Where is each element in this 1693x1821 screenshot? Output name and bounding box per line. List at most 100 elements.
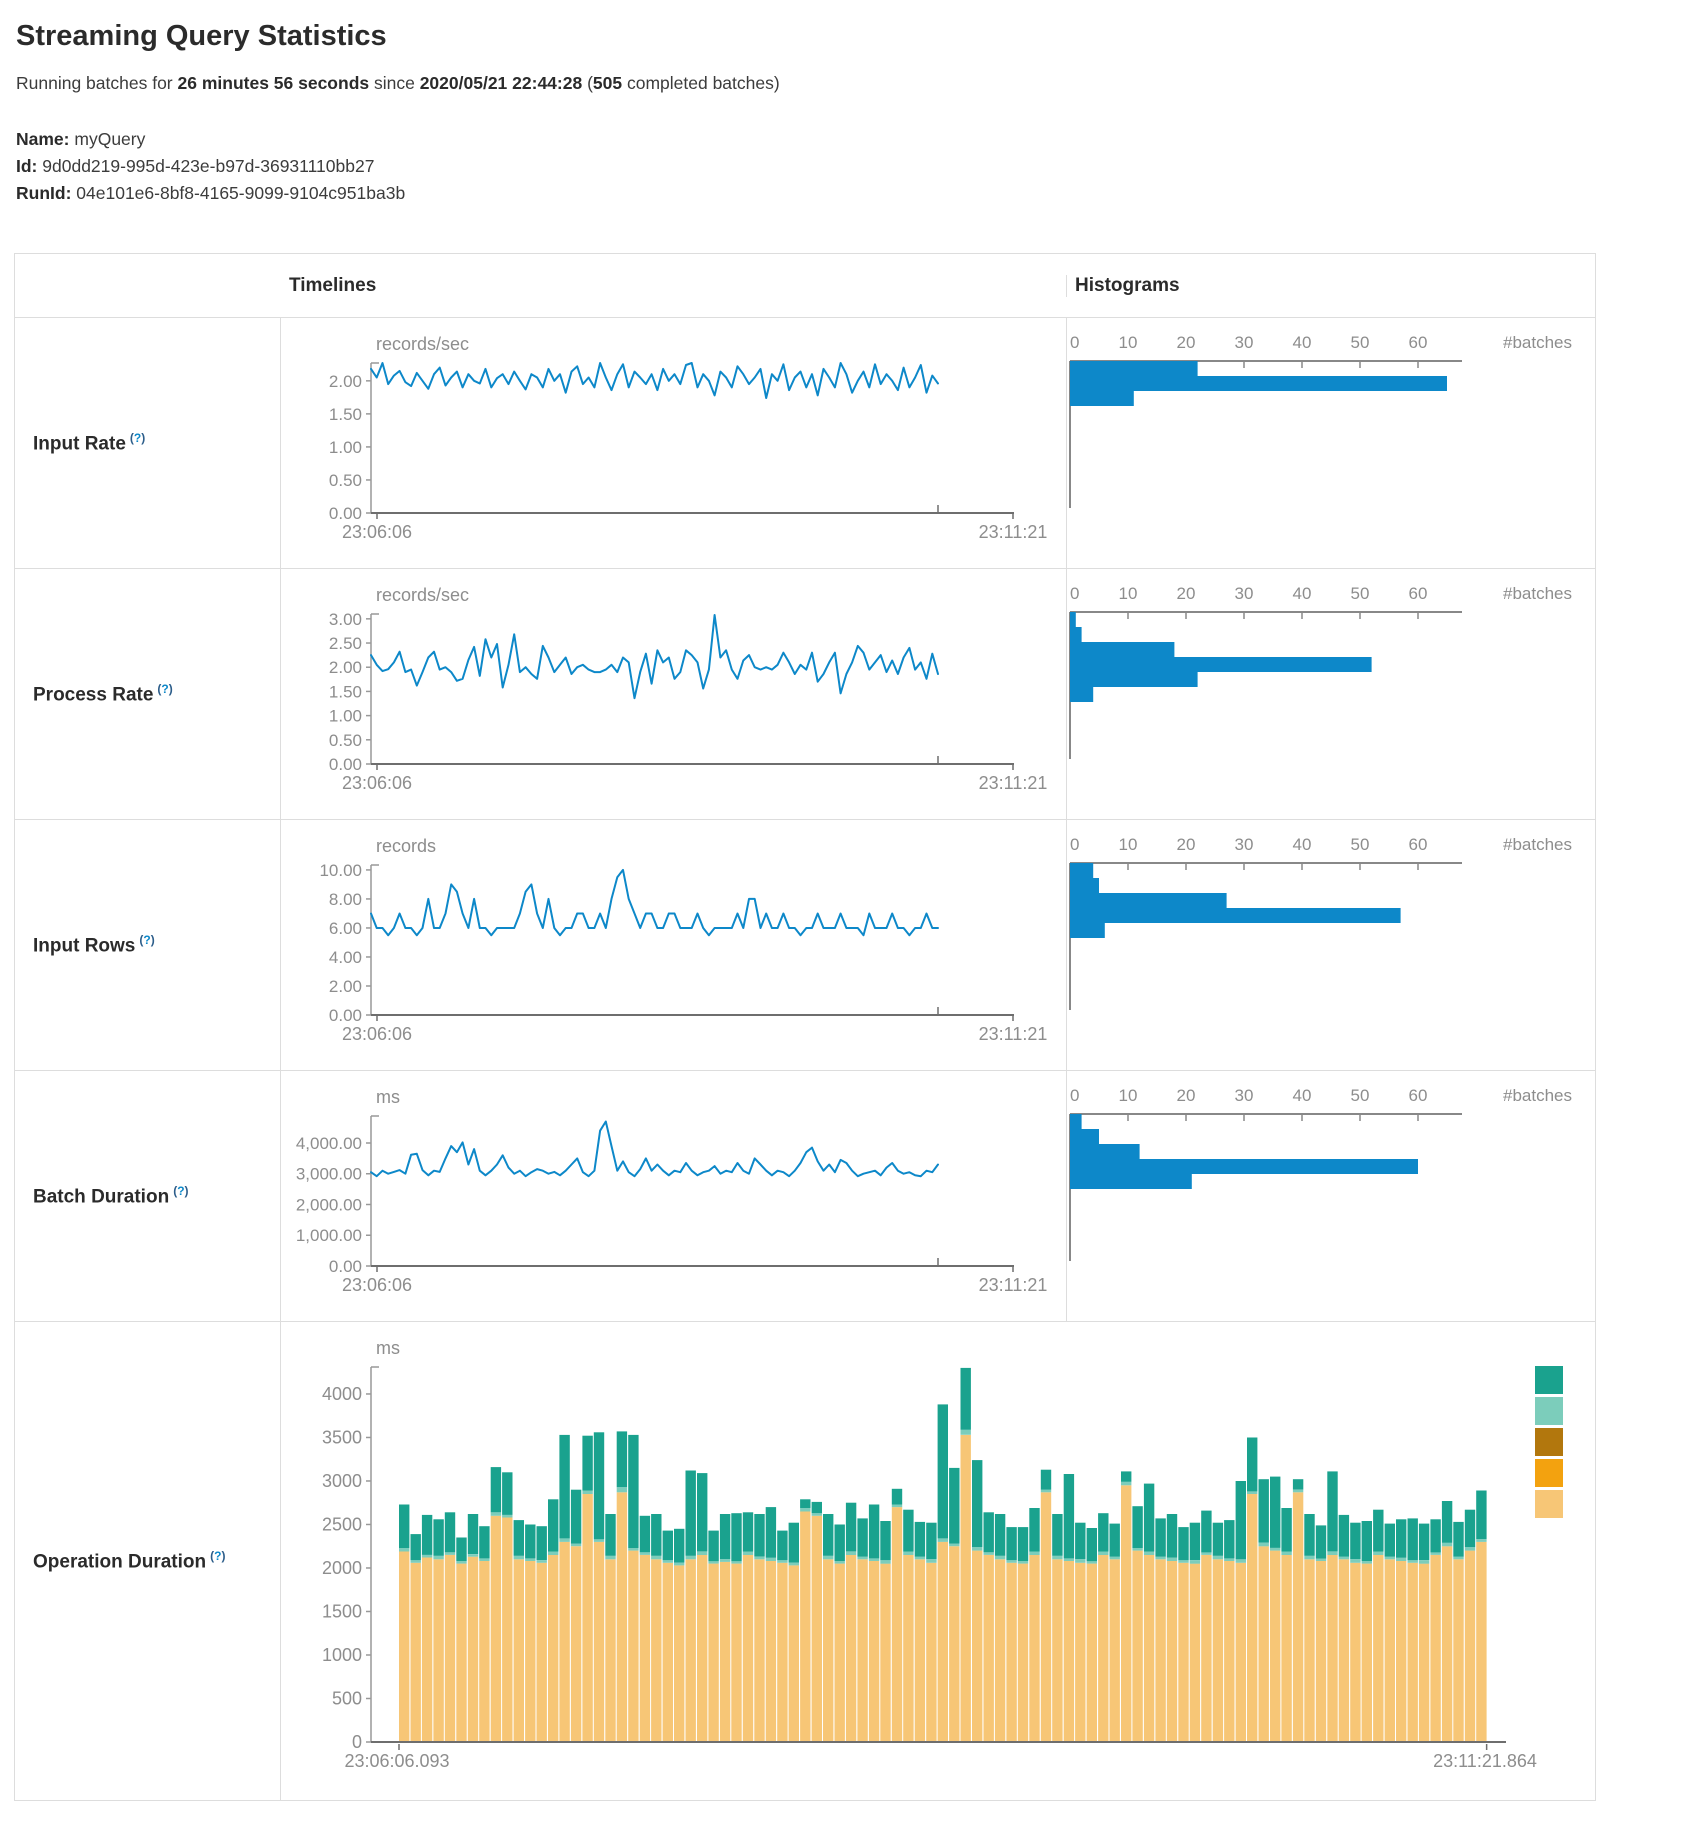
svg-text:23:11:21: 23:11:21 <box>979 522 1048 542</box>
query-runid-line: RunId: 04e101e6-8bf8-4165-9099-9104c951b… <box>16 180 1693 207</box>
svg-text:1.00: 1.00 <box>329 707 362 726</box>
input-rate-help-icon[interactable]: (?) <box>129 430 146 445</box>
svg-text:4,000.00: 4,000.00 <box>296 1134 362 1153</box>
operation-duration-chart-cell: ms 4000 3500 3000 2500 2000 1500 1000 500 0 23:06:… <box>281 1322 1594 1800</box>
svg-text:#batches: #batches <box>1503 835 1572 854</box>
id-label: Id: <box>16 156 38 176</box>
svg-text:2.00: 2.00 <box>329 372 362 391</box>
input-rate-label-cell: Input Rate (?) <box>15 318 281 568</box>
svg-text:50: 50 <box>1351 1086 1370 1105</box>
svg-text:23:06:06.093: 23:06:06.093 <box>344 1751 449 1771</box>
page-title: Streaming Query Statistics <box>16 20 387 52</box>
svg-text:23:06:06: 23:06:06 <box>342 773 412 793</box>
svg-text:2500: 2500 <box>322 1514 362 1534</box>
statistics-table: Timelines Histograms Input Rate (?) recor… <box>14 253 1596 1801</box>
svg-text:#batches: #batches <box>1503 584 1572 603</box>
svg-text:23:11:21.864: 23:11:21.864 <box>1433 1751 1537 1771</box>
svg-text:23:11:21: 23:11:21 <box>979 773 1048 793</box>
batch-duration-label-cell: Batch Duration (?) <box>15 1071 281 1321</box>
svg-text:30: 30 <box>1235 1086 1254 1105</box>
id-value: 9d0dd219-995d-423e-b97d-36931110bb27 <box>42 156 375 176</box>
name-label: Name: <box>16 129 70 149</box>
svg-text:0: 0 <box>1070 1086 1079 1105</box>
process-rate-label-cell: Process Rate (?) <box>15 569 281 819</box>
svg-text:8.00: 8.00 <box>329 890 362 909</box>
svg-text:1,000.00: 1,000.00 <box>296 1226 362 1245</box>
batch-duration-help-icon[interactable]: (?) <box>173 1183 189 1198</box>
svg-text:0: 0 <box>1070 835 1079 854</box>
svg-text:3500: 3500 <box>322 1427 362 1447</box>
completed-count: 505 <box>592 73 623 93</box>
input-rows-label: Input Rows (?) <box>33 932 155 957</box>
input-rows-help-icon[interactable]: (?) <box>139 932 155 947</box>
svg-text:0.50: 0.50 <box>329 731 362 750</box>
svg-text:23:06:06: 23:06:06 <box>342 1024 412 1044</box>
process-rate-histogram-cell: 0 10 20 30 40 50 60 #batches <box>1066 569 1593 819</box>
svg-text:2,000.00: 2,000.00 <box>296 1195 362 1214</box>
svg-text:50: 50 <box>1351 333 1370 352</box>
svg-text:2.50: 2.50 <box>329 634 362 653</box>
query-id-line: Id: 9d0dd219-995d-423e-b97d-36931110bb27 <box>16 153 1693 180</box>
svg-text:ms: ms <box>376 1338 400 1358</box>
svg-text:10: 10 <box>1119 584 1138 603</box>
svg-text:0: 0 <box>1070 333 1079 352</box>
batch-duration-timeline-cell: ms 4,000.00 3,000.00 2,000.00 1,000.00 0.00 23… <box>281 1071 1066 1321</box>
svg-text:20: 20 <box>1177 584 1196 603</box>
svg-text:30: 30 <box>1235 835 1254 854</box>
query-name-line: Name: myQuery <box>16 126 1693 153</box>
svg-text:23:11:21: 23:11:21 <box>979 1024 1048 1044</box>
operation-duration-help-icon[interactable]: (?) <box>210 1548 226 1563</box>
svg-text:4.00: 4.00 <box>329 948 362 967</box>
svg-text:2.00: 2.00 <box>329 977 362 996</box>
input-rate-label: Input Rate (?) <box>33 430 146 455</box>
svg-text:3.00: 3.00 <box>329 610 362 629</box>
runid-label: RunId: <box>16 183 72 203</box>
process-rate-label: Process Rate (?) <box>33 681 173 706</box>
svg-text:23:11:21: 23:11:21 <box>979 1275 1048 1295</box>
svg-text:60: 60 <box>1409 1086 1428 1105</box>
svg-text:500: 500 <box>332 1688 362 1708</box>
input-rate-histogram-cell: 0 10 20 30 40 50 60 #batches <box>1066 318 1593 568</box>
start-time: 2020/05/21 22:44:28 <box>419 73 583 93</box>
svg-text:records: records <box>376 836 436 856</box>
svg-text:3,000.00: 3,000.00 <box>296 1165 362 1184</box>
input-rows-label-cell: Input Rows (?) <box>15 820 281 1070</box>
input-rows-timeline-chart: records 10.00 8.00 6.00 4.00 2.00 0.0023:06:06… <box>319 836 1048 1044</box>
svg-text:23:06:06: 23:06:06 <box>342 522 412 542</box>
running-batches-summary: Running batches for 26 minutes 56 second… <box>16 73 1693 94</box>
svg-text:ms: ms <box>376 1087 400 1107</box>
svg-text:40: 40 <box>1293 584 1312 603</box>
svg-text:30: 30 <box>1235 584 1254 603</box>
svg-text:60: 60 <box>1409 835 1428 854</box>
svg-text:10: 10 <box>1119 333 1138 352</box>
svg-text:60: 60 <box>1409 584 1428 603</box>
svg-text:10.00: 10.00 <box>319 861 362 880</box>
svg-text:10: 10 <box>1119 835 1138 854</box>
svg-text:1.00: 1.00 <box>329 438 362 457</box>
svg-text:2000: 2000 <box>322 1558 362 1578</box>
svg-text:23:06:06: 23:06:06 <box>342 1275 412 1295</box>
input-rate-timeline-cell: records/sec 2.00 1.50 1.00 0.50 0.00 23:06:06 2… <box>281 318 1066 568</box>
running-prefix: Running batches for <box>16 73 178 93</box>
histograms-header: Histograms <box>1066 274 1593 297</box>
operation-duration-label-cell: Operation Duration (?) <box>15 1322 281 1800</box>
table-header-row: Timelines Histograms <box>15 254 1595 317</box>
svg-text:0.00: 0.00 <box>329 1006 362 1025</box>
svg-text:60: 60 <box>1409 333 1428 352</box>
svg-text:records/sec: records/sec <box>376 585 469 605</box>
operation-duration-label: Operation Duration (?) <box>33 1548 226 1573</box>
svg-text:0.00: 0.00 <box>329 1257 362 1276</box>
svg-text:2.00: 2.00 <box>329 658 362 677</box>
row-input-rate: Input Rate (?) records/sec 2.00 1.50 1.00 0.5… <box>15 317 1595 568</box>
row-operation-duration: Operation Duration (?) ms 4000 3500 3000 2500… <box>15 1321 1595 1800</box>
svg-text:0.50: 0.50 <box>329 471 362 490</box>
query-meta: Name: myQuery Id: 9d0dd219-995d-423e-b97… <box>16 126 1693 207</box>
since-word: since <box>369 73 420 93</box>
batch-duration-histogram-cell: 0 10 20 30 40 50 60 #batches <box>1066 1071 1593 1321</box>
process-rate-help-icon[interactable]: (?) <box>157 681 173 696</box>
svg-text:0.00: 0.00 <box>329 504 362 523</box>
svg-text:1500: 1500 <box>322 1601 362 1621</box>
svg-text:1000: 1000 <box>322 1645 362 1665</box>
svg-text:3000: 3000 <box>322 1471 362 1491</box>
timelines-header: Timelines <box>289 274 377 296</box>
